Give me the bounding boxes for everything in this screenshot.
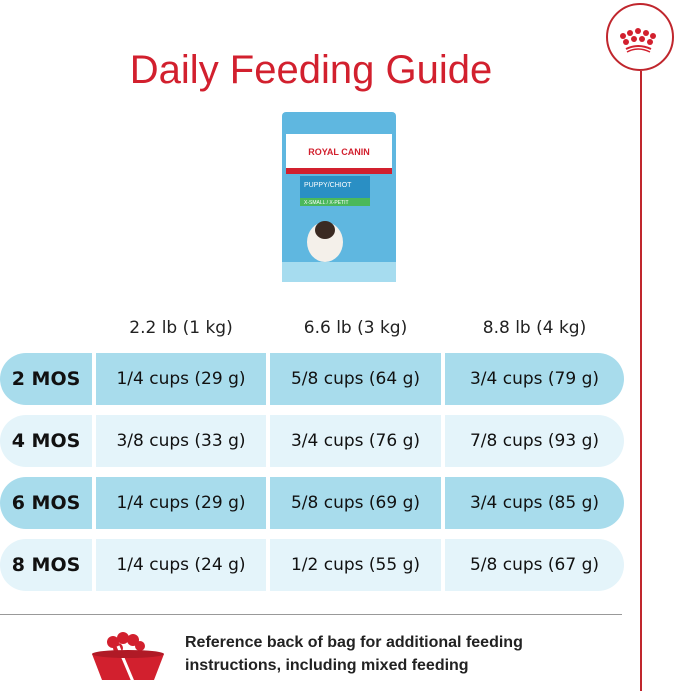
table-cell: 5/8 cups (67 g) — [469, 555, 600, 575]
bag-brand: ROYAL CANIN — [308, 147, 370, 157]
divider — [0, 614, 622, 615]
food-bowl-icon — [88, 626, 168, 686]
table-cell: 1/4 cups (29 g) — [116, 369, 246, 389]
decorative-line — [640, 71, 642, 691]
age-label: 8 MOS — [11, 554, 81, 576]
table-cell: 3/4 cups (76 g) — [290, 431, 421, 451]
table-row: 4 MOS 3/8 cups (33 g) 3/4 cups (76 g) 7/… — [0, 415, 624, 467]
table-row: 6 MOS 1/4 cups (29 g) 5/8 cups (69 g) 3/… — [0, 477, 624, 529]
royal-canin-crown-logo — [606, 3, 674, 71]
table-cell: 1/4 cups (29 g) — [116, 493, 246, 513]
column-header: 2.2 lb (1 kg) — [129, 318, 233, 338]
footer-line-1: Reference back of bag for additional fee… — [185, 634, 523, 651]
product-bag-image: ROYAL CANIN PUPPY/CHIOT X-SMALL / X-PETI… — [280, 112, 398, 288]
footer-note: Reference back of bag for additional fee… — [185, 631, 523, 677]
table-cell: 3/4 cups (79 g) — [469, 369, 600, 389]
page-title: Daily Feeding Guide — [129, 48, 493, 92]
table-row: 8 MOS 1/4 cups (24 g) 1/2 cups (55 g) 5/… — [0, 539, 624, 591]
table-cell: 5/8 cups (69 g) — [290, 493, 421, 513]
age-label: 6 MOS — [11, 492, 81, 514]
age-label: 2 MOS — [11, 368, 81, 390]
bag-sublabel: X-SMALL / X-PETIT — [304, 200, 349, 206]
footer-line-2: instructions, including mixed feeding — [185, 657, 469, 674]
table-cell: 5/8 cups (64 g) — [290, 369, 421, 389]
table-cell: 1/4 cups (24 g) — [116, 555, 246, 575]
table-cell: 3/8 cups (33 g) — [116, 431, 246, 451]
column-header: 8.8 lb (4 kg) — [482, 318, 587, 338]
crown-icon — [620, 28, 656, 53]
table-cell: 3/4 cups (85 g) — [469, 493, 600, 513]
bag-label: PUPPY/CHIOT — [304, 182, 352, 189]
table-row: 2 MOS 1/4 cups (29 g) 5/8 cups (64 g) 3/… — [0, 353, 624, 405]
age-label: 4 MOS — [11, 430, 81, 452]
table-cell: 7/8 cups (93 g) — [469, 431, 600, 451]
column-header: 6.6 lb (3 kg) — [303, 318, 408, 338]
table-cell: 1/2 cups (55 g) — [290, 555, 421, 575]
